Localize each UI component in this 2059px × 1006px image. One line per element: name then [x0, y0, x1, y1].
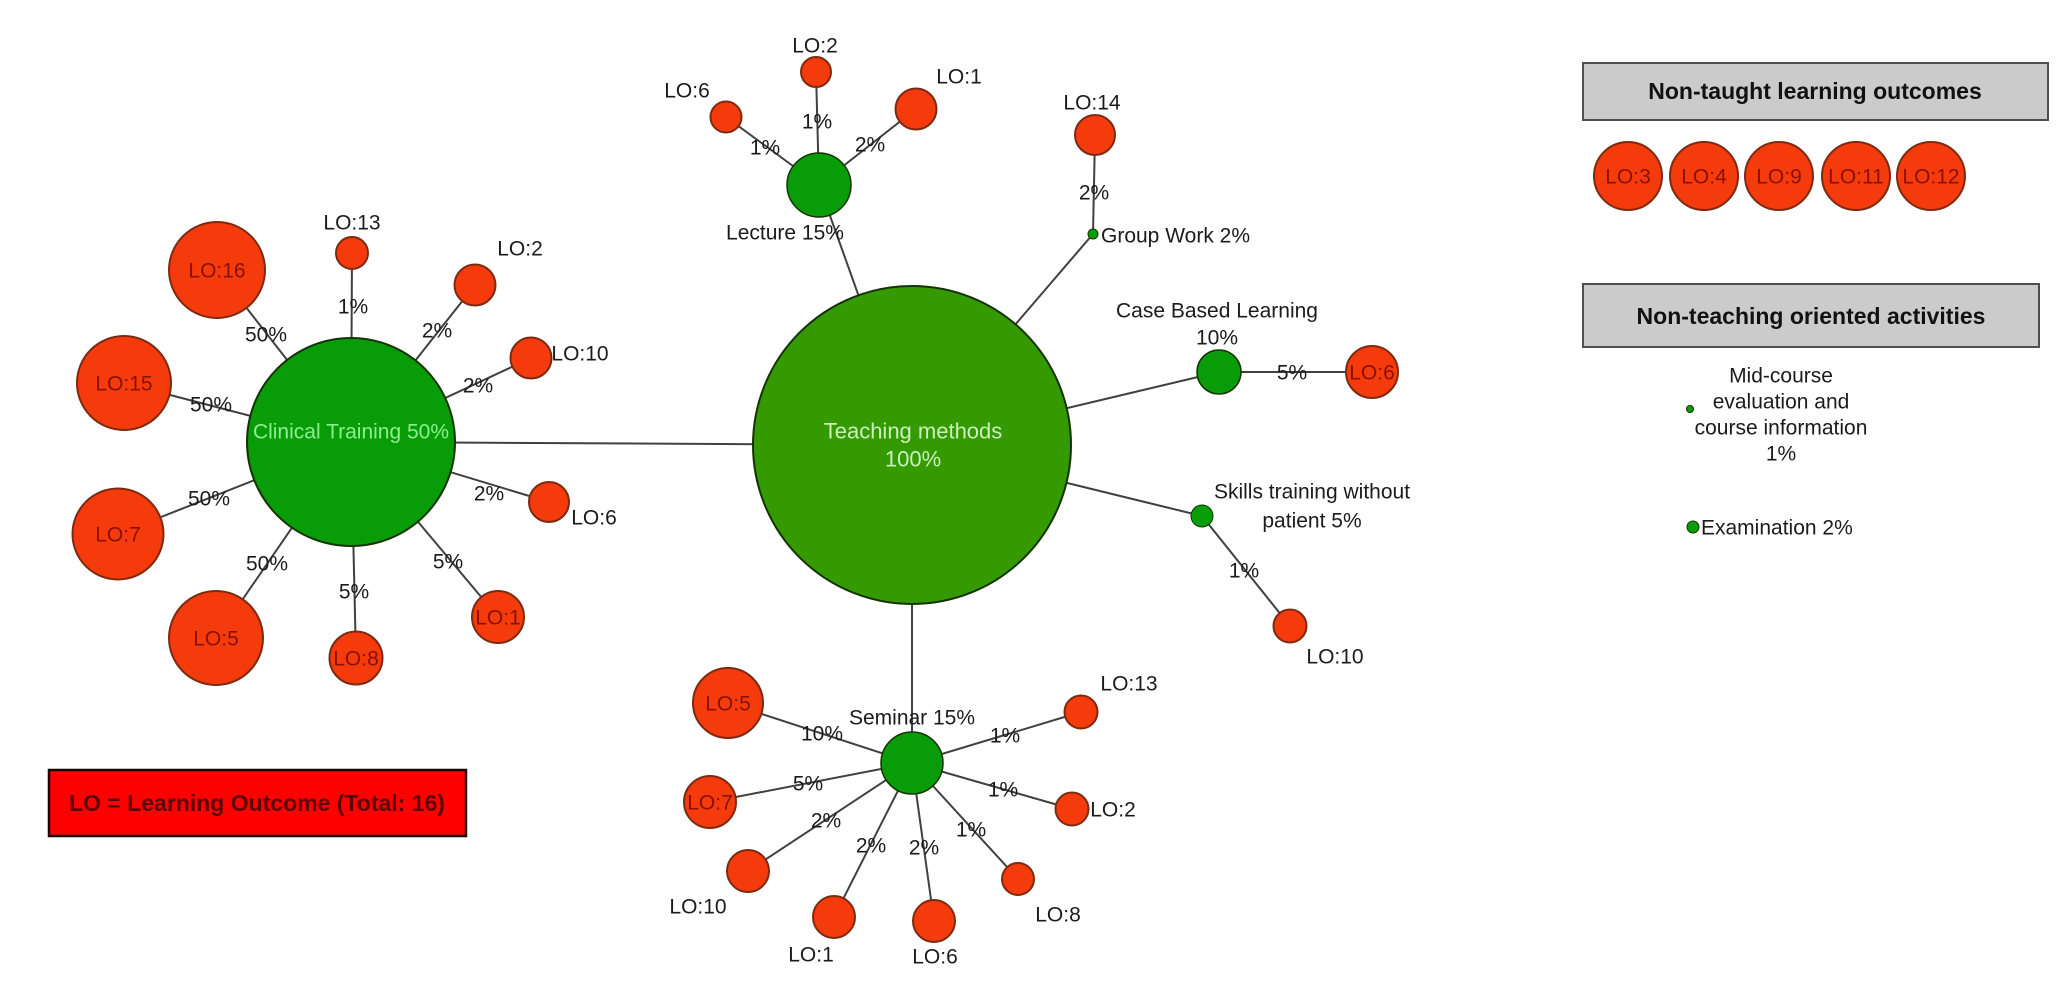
svg-text:10%: 10% — [1196, 326, 1238, 349]
svg-text:LO:16: LO:16 — [188, 259, 245, 282]
svg-text:Non-teaching oriented activiti: Non-teaching oriented activities — [1637, 303, 1986, 329]
svg-text:LO:10: LO:10 — [669, 895, 726, 918]
svg-text:2%: 2% — [856, 834, 886, 857]
svg-text:Seminar 15%: Seminar 15% — [849, 706, 975, 729]
svg-text:2%: 2% — [811, 809, 841, 832]
svg-text:LO:1: LO:1 — [475, 606, 521, 629]
svg-text:LO:5: LO:5 — [193, 627, 239, 650]
svg-text:LO:7: LO:7 — [95, 523, 141, 546]
svg-text:Examination 2%: Examination 2% — [1701, 516, 1853, 539]
svg-text:LO:9: LO:9 — [1756, 165, 1802, 188]
svg-text:Lecture 15%: Lecture 15% — [726, 221, 844, 244]
svg-text:1%: 1% — [338, 295, 368, 318]
svg-text:course information: course information — [1695, 416, 1868, 439]
svg-text:evaluation and: evaluation and — [1713, 390, 1850, 413]
svg-text:LO:6: LO:6 — [912, 945, 958, 968]
svg-text:10%: 10% — [801, 722, 843, 745]
svg-text:LO:2: LO:2 — [792, 34, 838, 57]
svg-text:LO:8: LO:8 — [333, 647, 379, 670]
svg-text:LO:6: LO:6 — [664, 79, 710, 102]
svg-text:Case Based Learning: Case Based Learning — [1116, 299, 1318, 322]
svg-text:LO:6: LO:6 — [1349, 361, 1395, 384]
svg-text:5%: 5% — [1277, 361, 1307, 384]
svg-text:LO:5: LO:5 — [705, 692, 751, 715]
svg-text:Teaching methods: Teaching methods — [824, 419, 1003, 444]
svg-text:1%: 1% — [990, 724, 1020, 747]
svg-text:50%: 50% — [190, 393, 232, 416]
svg-text:Clinical Training 50%: Clinical Training 50% — [253, 420, 449, 443]
svg-text:patient 5%: patient 5% — [1262, 509, 1361, 532]
svg-text:LO:14: LO:14 — [1063, 91, 1121, 114]
svg-text:LO:13: LO:13 — [323, 211, 380, 234]
svg-text:LO:10: LO:10 — [1306, 645, 1363, 668]
svg-text:2%: 2% — [1079, 181, 1109, 204]
svg-text:2%: 2% — [855, 133, 885, 156]
svg-text:LO = Learning Outcome (Total:: LO = Learning Outcome (Total: 16) — [69, 790, 445, 816]
svg-text:Non-taught learning outcomes: Non-taught learning outcomes — [1648, 78, 1982, 104]
svg-text:5%: 5% — [433, 550, 463, 573]
svg-text:2%: 2% — [909, 836, 939, 859]
svg-text:Skills training without: Skills training without — [1214, 480, 1410, 503]
svg-text:LO:3: LO:3 — [1605, 165, 1651, 188]
svg-text:LO:8: LO:8 — [1035, 903, 1081, 926]
svg-text:LO:12: LO:12 — [1902, 165, 1959, 188]
svg-text:LO:2: LO:2 — [1090, 798, 1136, 821]
svg-text:LO:4: LO:4 — [1681, 165, 1727, 188]
svg-text:50%: 50% — [188, 487, 230, 510]
svg-text:Group Work 2%: Group Work 2% — [1101, 224, 1250, 247]
svg-text:100%: 100% — [885, 447, 941, 472]
svg-text:LO:1: LO:1 — [936, 65, 982, 88]
svg-text:LO:6: LO:6 — [571, 506, 617, 529]
svg-text:LO:2: LO:2 — [497, 237, 543, 260]
svg-text:1%: 1% — [802, 110, 832, 133]
svg-text:5%: 5% — [793, 772, 823, 795]
svg-text:2%: 2% — [422, 319, 452, 342]
svg-text:LO:13: LO:13 — [1100, 672, 1157, 695]
svg-text:LO:11: LO:11 — [1828, 165, 1884, 188]
svg-text:LO:1: LO:1 — [788, 943, 834, 966]
svg-text:1%: 1% — [1229, 559, 1259, 582]
svg-text:LO:10: LO:10 — [551, 342, 608, 365]
svg-text:5%: 5% — [339, 580, 369, 603]
svg-text:1%: 1% — [956, 818, 986, 841]
svg-text:2%: 2% — [463, 374, 493, 397]
svg-text:1%: 1% — [750, 136, 780, 159]
svg-text:LO:7: LO:7 — [687, 791, 733, 814]
svg-text:50%: 50% — [245, 323, 287, 346]
svg-text:50%: 50% — [246, 552, 288, 575]
svg-text:Mid-course: Mid-course — [1729, 364, 1833, 387]
svg-text:1%: 1% — [988, 778, 1018, 801]
svg-text:2%: 2% — [474, 482, 504, 505]
svg-text:LO:15: LO:15 — [95, 372, 152, 395]
svg-text:1%: 1% — [1766, 442, 1796, 465]
